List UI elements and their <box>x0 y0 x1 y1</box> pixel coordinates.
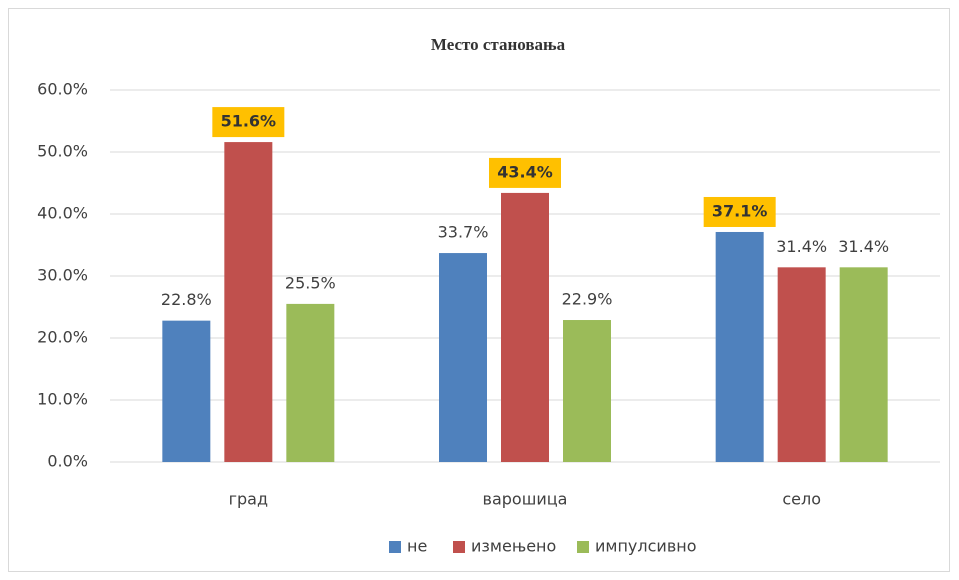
bar <box>563 320 611 462</box>
label-highlight <box>212 107 285 138</box>
label-highlight <box>489 157 561 188</box>
bar <box>162 320 211 462</box>
y-tick-label: 10.0% <box>37 390 88 409</box>
y-tick-label: 0.0% <box>47 452 88 471</box>
data-label: 31.4% <box>838 237 889 256</box>
legend-swatch <box>453 541 465 553</box>
bar <box>839 267 888 462</box>
label-highlight <box>703 196 776 227</box>
y-tick-label: 40.0% <box>37 204 88 223</box>
y-tick-label: 20.0% <box>37 328 88 347</box>
data-label: 33.7% <box>438 223 489 242</box>
x-tick-label: град <box>229 490 268 509</box>
data-label: 43.4% <box>497 162 553 181</box>
bar <box>777 267 826 462</box>
bar <box>439 253 487 462</box>
y-tick-label: 30.0% <box>37 266 88 285</box>
data-label: 51.6% <box>221 112 277 131</box>
bar <box>224 142 273 462</box>
legend-label: импулсивно <box>595 537 697 556</box>
y-tick-label: 50.0% <box>37 142 88 161</box>
y-tick-label: 60.0% <box>37 80 88 99</box>
x-tick-label: село <box>782 490 821 509</box>
data-label: 37.1% <box>712 201 768 220</box>
data-label: 22.9% <box>562 290 613 309</box>
data-label: 25.5% <box>285 273 336 292</box>
legend-label: измењено <box>471 537 556 556</box>
bar <box>715 231 764 462</box>
bar <box>501 192 549 463</box>
legend-label: не <box>407 537 427 556</box>
x-tick-label: варошица <box>483 490 568 509</box>
bar <box>286 303 335 462</box>
data-label: 22.8% <box>161 290 212 309</box>
legend-swatch <box>577 541 589 553</box>
legend-swatch <box>389 541 401 553</box>
chart-title: Место становања <box>431 35 566 54</box>
data-label: 31.4% <box>776 237 827 256</box>
